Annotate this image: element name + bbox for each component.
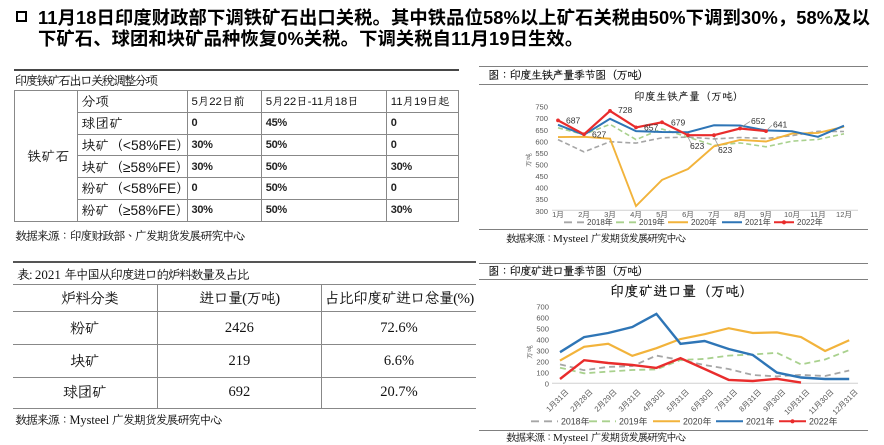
svg-text:2021年: 2021年	[746, 416, 775, 427]
svg-text:650: 650	[535, 126, 548, 135]
svg-text:印度生铁产量（万吨）: 印度生铁产量（万吨）	[634, 90, 744, 104]
svg-text:12月: 12月	[836, 210, 852, 219]
svg-text:8月31日: 8月31日	[737, 388, 763, 414]
svg-text:7月31日: 7月31日	[713, 388, 739, 414]
svg-text:2019年: 2019年	[619, 416, 648, 427]
svg-text:1月31日: 1月31日	[544, 388, 570, 414]
svg-text:750: 750	[535, 103, 548, 112]
svg-text:350: 350	[535, 195, 548, 204]
svg-text:687: 687	[566, 115, 581, 125]
svg-text:万吨: 万吨	[525, 345, 534, 359]
svg-text:300: 300	[536, 347, 549, 356]
svg-text:6月: 6月	[682, 210, 694, 219]
svg-text:11月: 11月	[810, 210, 825, 219]
svg-text:5月: 5月	[656, 210, 668, 219]
svg-text:627: 627	[592, 129, 607, 139]
svg-text:641: 641	[773, 120, 788, 130]
svg-text:500: 500	[536, 324, 549, 333]
svg-text:2022年: 2022年	[797, 217, 823, 227]
svg-text:2021年: 2021年	[745, 217, 771, 227]
svg-text:623: 623	[718, 145, 733, 155]
svg-text:9月: 9月	[760, 210, 772, 219]
svg-text:500: 500	[535, 161, 548, 170]
svg-text:700: 700	[536, 302, 549, 311]
svg-text:400: 400	[536, 335, 549, 344]
svg-text:5月31日: 5月31日	[665, 388, 691, 414]
svg-text:2020年: 2020年	[683, 416, 712, 427]
svg-text:7月: 7月	[708, 210, 720, 219]
svg-text:600: 600	[535, 137, 548, 146]
svg-text:2月29日: 2月29日	[593, 388, 619, 414]
svg-text:2018年: 2018年	[561, 416, 590, 427]
svg-text:6月30日: 6月30日	[689, 388, 715, 414]
svg-text:印度矿进口量（万吨）: 印度矿进口量（万吨）	[610, 282, 754, 301]
svg-text:3月: 3月	[604, 210, 616, 219]
svg-text:4月30日: 4月30日	[641, 388, 667, 414]
svg-text:2月28日: 2月28日	[568, 388, 594, 414]
svg-text:700: 700	[535, 114, 548, 123]
svg-text:2020年: 2020年	[691, 217, 717, 227]
svg-text:2018年: 2018年	[587, 217, 613, 227]
svg-text:623: 623	[690, 141, 705, 151]
svg-text:8月: 8月	[734, 210, 746, 219]
svg-text:0: 0	[545, 380, 549, 389]
svg-text:450: 450	[535, 172, 548, 181]
svg-text:100: 100	[536, 369, 549, 378]
svg-text:679: 679	[671, 117, 686, 127]
svg-text:657: 657	[644, 122, 659, 132]
svg-text:2月: 2月	[578, 210, 590, 219]
svg-text:200: 200	[536, 358, 549, 367]
svg-text:2022年: 2022年	[809, 416, 838, 427]
svg-text:400: 400	[535, 184, 548, 193]
svg-text:300: 300	[535, 207, 548, 216]
svg-text:10月31日: 10月31日	[782, 388, 811, 417]
svg-text:2019年: 2019年	[639, 217, 665, 227]
svg-text:550: 550	[535, 149, 548, 158]
svg-text:652: 652	[751, 116, 766, 126]
svg-text:万吨: 万吨	[524, 153, 533, 167]
svg-text:10月: 10月	[784, 210, 800, 219]
svg-text:600: 600	[536, 313, 549, 322]
svg-text:4月: 4月	[630, 210, 642, 219]
svg-text:12月31日: 12月31日	[831, 388, 860, 417]
svg-text:728: 728	[618, 105, 633, 115]
svg-text:1月: 1月	[552, 210, 564, 219]
svg-text:3月31日: 3月31日	[617, 388, 643, 414]
